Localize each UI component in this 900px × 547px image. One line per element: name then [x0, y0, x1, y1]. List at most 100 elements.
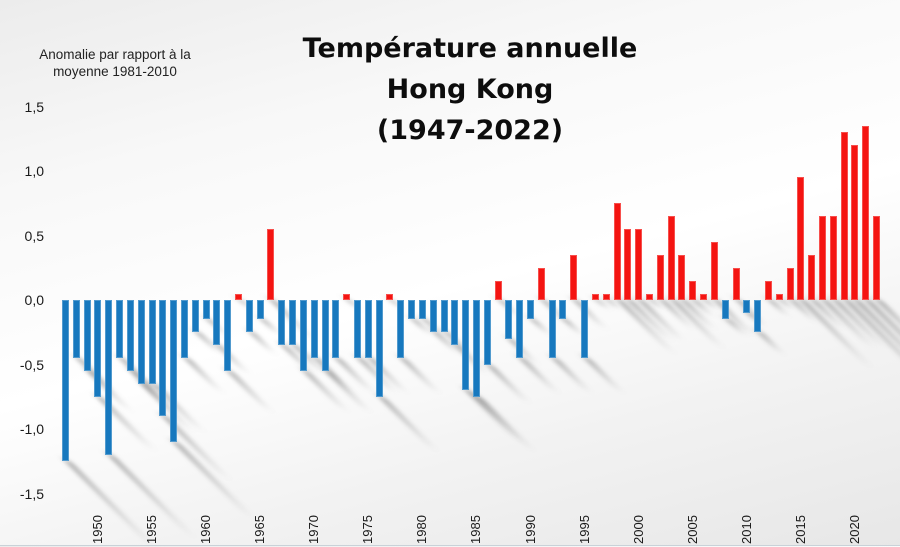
bar-1957: [170, 300, 178, 442]
bar-shadow-1971: [322, 369, 372, 412]
bar-2009: [732, 267, 740, 300]
bar-1978: [397, 300, 405, 359]
bar-1947: [62, 300, 69, 462]
y-axis-caption-line2: moyenne 1981-2010: [53, 64, 177, 79]
bar-1960: [202, 300, 210, 320]
y-tick-label--0,5: -0,5: [19, 356, 44, 373]
bar-1951: [105, 300, 113, 455]
bar-2005: [689, 280, 697, 300]
bar-1999: [624, 229, 632, 300]
x-tick-label-2020: 2020: [846, 515, 862, 544]
bar-1950: [94, 300, 102, 397]
bar-shadow-1947: [63, 460, 157, 547]
chart-title-line3: (1947-2022): [376, 115, 564, 146]
bar-2011: [754, 300, 762, 333]
bar-1966: [267, 229, 275, 300]
bar-2015: [797, 177, 805, 300]
bar-shadow-1962: [225, 369, 274, 412]
x-tick-label-1965: 1965: [252, 515, 268, 544]
bar-1975: [364, 300, 372, 359]
bar-1985: [472, 300, 480, 397]
bar-1980: [418, 300, 426, 320]
bar-2017: [819, 216, 827, 300]
bar-1996: [591, 293, 599, 300]
y-tick-label-0,0: 0,0: [24, 292, 44, 308]
x-tick-label-1950: 1950: [89, 515, 105, 544]
chart-title-line2: Hong Kong: [386, 74, 554, 105]
x-tick-label-1960: 1960: [198, 515, 214, 544]
x-tick-label-1990: 1990: [522, 515, 538, 544]
bar-2007: [710, 241, 718, 300]
bar-1965: [256, 300, 264, 320]
y-tick-label--1,5: -1,5: [19, 485, 44, 502]
bar-1979: [408, 300, 416, 320]
bar-1995: [581, 300, 589, 359]
bar-1972: [332, 300, 340, 359]
bar-1955: [148, 300, 156, 384]
x-tick-label-2005: 2005: [684, 515, 700, 544]
bar-1981: [429, 300, 437, 333]
x-tick-label-2000: 2000: [630, 515, 646, 544]
bar-1958: [180, 300, 188, 359]
bar-1952: [116, 300, 124, 359]
y-axis-caption-line1: Anomalie par rapport à la: [39, 47, 191, 62]
y-tick-label--1,0: -1,0: [19, 421, 44, 437]
bar-shadow-1961: [214, 344, 250, 373]
bar-1988: [505, 300, 513, 339]
bar-1994: [570, 254, 578, 300]
bar-shadow-1992: [549, 357, 592, 393]
y-tick-label-0,5: 0,5: [24, 227, 44, 244]
bar-shadow-1985: [473, 395, 536, 451]
y-tick-label-1,0: 1,0: [24, 163, 44, 179]
bar-shadow-1965: [257, 318, 281, 335]
bar-shadow-1983: [452, 344, 488, 373]
bar-1956: [159, 300, 167, 417]
bar-1982: [440, 300, 448, 333]
bar-1976: [375, 300, 383, 397]
bar-2016: [808, 254, 816, 300]
y-tick-label-1,5: 1,5: [24, 98, 44, 115]
bar-2018: [829, 216, 837, 300]
bar-2010: [743, 300, 751, 313]
bar-shadow-1958: [181, 357, 224, 393]
bar-1963: [235, 293, 243, 300]
x-tick-label-1975: 1975: [360, 515, 376, 544]
bar-2004: [678, 254, 686, 300]
bar-shadow-1964: [246, 331, 276, 354]
x-tick-label-1985: 1985: [468, 515, 484, 544]
bar-1961: [213, 300, 221, 346]
bar-1967: [278, 300, 286, 346]
bar-1971: [321, 300, 329, 371]
bar-1998: [613, 203, 621, 300]
x-tick-label-2010: 2010: [738, 515, 754, 544]
bar-2008: [721, 300, 729, 320]
bar-shadow-1969: [300, 369, 350, 412]
bar-2000: [635, 229, 643, 300]
bar-shadow-1978: [398, 357, 441, 393]
bar-1992: [548, 300, 556, 359]
x-tick-label-2015: 2015: [792, 515, 808, 544]
bar-2012: [764, 280, 772, 300]
bar-1954: [137, 300, 145, 384]
bar-1987: [494, 280, 502, 300]
bar-1977: [386, 293, 394, 300]
bar-1989: [516, 300, 524, 359]
bar-1973: [343, 293, 351, 300]
bar-2021: [862, 125, 870, 300]
bar-shadow-2011: [755, 331, 785, 354]
bar-2019: [840, 132, 848, 300]
x-tick-label-1995: 1995: [576, 515, 592, 544]
bar-1968: [289, 300, 297, 346]
bar-shadow-1986: [484, 363, 531, 402]
bar-1997: [602, 293, 610, 300]
bar-1970: [310, 300, 318, 359]
bar-2020: [851, 145, 859, 300]
chart-title-line1: Température annuelle: [302, 33, 638, 64]
bar-1969: [299, 300, 307, 371]
bar-1990: [527, 300, 535, 320]
chart-title: Température annuelle Hong Kong (1947-202…: [250, 28, 690, 151]
bar-2001: [646, 293, 653, 300]
